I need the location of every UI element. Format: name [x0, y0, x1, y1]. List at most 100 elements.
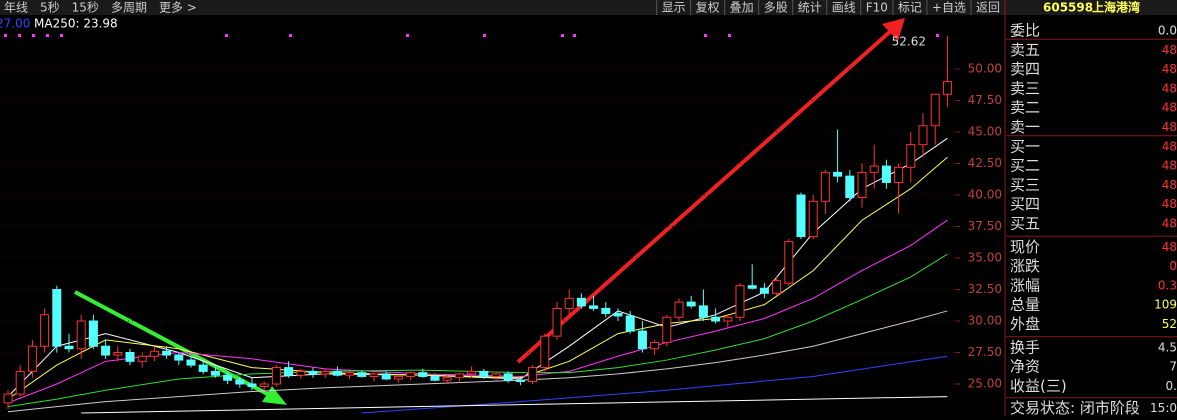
- panel-value: 48: [1162, 139, 1177, 153]
- candle-body: [442, 377, 452, 381]
- tool-button[interactable]: 画线: [832, 1, 856, 15]
- ma-line: [7, 137, 948, 397]
- tool-button[interactable]: 叠加: [730, 1, 754, 15]
- candle-body: [503, 373, 513, 381]
- tool-tab[interactable]: 多周期: [111, 1, 147, 15]
- tool-tab[interactable]: 5秒: [40, 1, 60, 15]
- candle-body: [552, 307, 562, 337]
- candle-body: [76, 320, 86, 350]
- candle-body: [369, 373, 379, 377]
- tool-button[interactable]: 复权: [696, 1, 720, 15]
- candle-body: [894, 166, 904, 183]
- candle-body: [345, 372, 355, 376]
- high-annotation: 52.62: [892, 35, 926, 49]
- ma-line: [361, 355, 948, 414]
- panel-label: 收益(三): [1010, 377, 1067, 395]
- candle-body: [491, 373, 501, 377]
- tool-button[interactable]: 多股: [764, 1, 788, 15]
- y-tick-label: 27.50: [968, 345, 1002, 359]
- tool-button[interactable]: 返回: [976, 1, 1000, 15]
- panel-label: 现价: [1010, 238, 1040, 256]
- candle-body: [27, 345, 37, 372]
- panel-label: 交易状态: 闭市阶段: [1010, 399, 1140, 416]
- tool-button[interactable]: +自选: [932, 1, 966, 15]
- candle-body: [357, 372, 367, 377]
- candle-body: [857, 171, 867, 199]
- tool-button[interactable]: F10: [866, 1, 888, 15]
- ma-line: [7, 253, 948, 408]
- y-tick-label: 42.50: [968, 156, 1002, 170]
- candle-body: [772, 280, 782, 294]
- candle-body: [198, 364, 208, 372]
- candle-body: [149, 350, 159, 357]
- candle-body: [174, 354, 184, 361]
- tool-tab[interactable]: 更多 >: [159, 1, 197, 15]
- panel-value: 0.0: [1158, 24, 1177, 38]
- candle-body: [308, 370, 318, 375]
- ma-line: [7, 156, 948, 400]
- panel-label: 外盘: [1010, 315, 1040, 333]
- panel-value: 4.5: [1158, 340, 1177, 354]
- y-tick-label: 47.50: [968, 93, 1002, 107]
- panel-label: 卖三: [1010, 79, 1040, 97]
- panel-label: 买一: [1010, 137, 1040, 155]
- y-tick-label: 45.00: [968, 125, 1002, 139]
- candle-body: [869, 165, 879, 173]
- candle-body: [881, 165, 891, 183]
- panel-label: 委比: [1010, 22, 1040, 40]
- candle-body: [564, 297, 574, 309]
- panel-label: 卖四: [1010, 60, 1040, 78]
- candle-body: [845, 175, 855, 199]
- legend-ma: MA250: 23.98: [34, 17, 118, 31]
- stock-code: 605598: [1043, 1, 1093, 15]
- candle-body: [137, 355, 147, 362]
- panel-value: 52: [1162, 317, 1177, 331]
- panel-value: 48: [1162, 240, 1177, 254]
- panel-label: 卖五: [1010, 41, 1040, 59]
- panel-value: 48: [1162, 101, 1177, 115]
- candle-body: [662, 316, 672, 343]
- candle-body: [808, 200, 818, 238]
- candle-body: [162, 350, 172, 356]
- stock-name: 上海港湾: [1092, 0, 1140, 15]
- panel-value: 7: [1169, 360, 1177, 374]
- candle-body: [296, 370, 306, 376]
- candle-body: [686, 301, 696, 307]
- candle-body: [747, 285, 757, 289]
- candle-body: [637, 330, 647, 350]
- tool-button[interactable]: 标记: [898, 1, 922, 15]
- tool-tab[interactable]: 年线: [4, 1, 28, 15]
- candle-body: [40, 314, 50, 347]
- ma-line: [81, 396, 948, 414]
- candle-body: [454, 373, 464, 379]
- trend-arrows: [74, 18, 905, 405]
- panel-value: 0.: [1166, 379, 1177, 393]
- tool-tab[interactable]: 15秒: [72, 1, 99, 15]
- panel-value: 48: [1162, 81, 1177, 95]
- panel-value: 109: [1154, 298, 1177, 312]
- y-tick-label: 40.00: [968, 188, 1002, 202]
- candle-body: [15, 370, 25, 395]
- candle-body: [430, 375, 440, 381]
- y-tick-label: 30.00: [968, 314, 1002, 328]
- candle-body: [113, 352, 123, 356]
- tool-button[interactable]: 显示: [662, 1, 686, 15]
- panel-label: 买三: [1010, 176, 1040, 194]
- tool-button[interactable]: 统计: [798, 1, 822, 15]
- panel-label: 净资: [1010, 358, 1040, 376]
- candle-body: [906, 144, 916, 168]
- y-tick-label: 32.50: [968, 282, 1002, 296]
- panel-value: 48: [1162, 120, 1177, 134]
- candle-body: [601, 307, 611, 314]
- candle-body: [711, 316, 721, 322]
- panel-label: 买四: [1010, 195, 1040, 213]
- candle-body: [625, 315, 635, 332]
- panel-value: 48: [1162, 178, 1177, 192]
- candle-body: [735, 285, 745, 318]
- candle-body: [589, 305, 599, 309]
- candle-body: [833, 171, 843, 177]
- candle-body: [467, 370, 477, 375]
- panel-value: 48: [1162, 217, 1177, 231]
